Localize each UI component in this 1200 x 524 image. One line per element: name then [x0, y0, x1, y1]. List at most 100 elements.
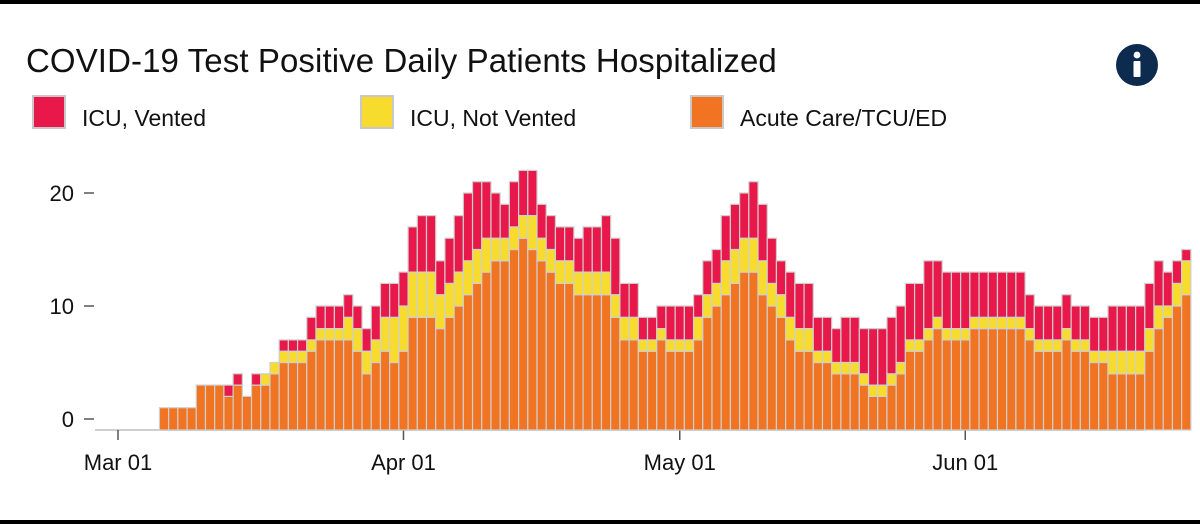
legend-label-acute-care: Acute Care/TCU/ED	[740, 105, 948, 131]
bar-segment-acute-care-tcu-ed	[1162, 316, 1174, 431]
bar-segment-acute-care-tcu-ed	[389, 361, 400, 431]
bar-segment-icu-not-vented	[886, 373, 897, 386]
bar-segment-icu-not-vented	[960, 328, 971, 341]
bar-segment-icu-not-vented	[407, 271, 418, 318]
bar-segment-acute-care-tcu-ed	[1116, 373, 1127, 431]
bar-segment-acute-care-tcu-ed	[260, 384, 271, 431]
bar-segment-acute-care-tcu-ed	[628, 339, 639, 431]
bar-segment-icu-not-vented	[729, 248, 741, 285]
bar-segment-icu-not-vented	[711, 282, 722, 307]
bar-segment-icu-not-vented	[1024, 328, 1035, 341]
bar-segment-icu-not-vented	[821, 350, 833, 364]
bar-segment-icu-not-vented	[904, 339, 916, 352]
bar-segment-icu-vented	[849, 316, 860, 364]
bar-segment-acute-care-tcu-ed	[978, 328, 989, 431]
bar-segment-icu-vented	[978, 271, 989, 318]
bar-segment-icu-vented	[1153, 260, 1164, 307]
bar-segment-acute-care-tcu-ed	[886, 384, 897, 431]
bar-segment-icu-not-vented	[702, 294, 713, 318]
bar-segment-acute-care-tcu-ed	[453, 305, 464, 431]
bar-segment-icu-vented	[315, 305, 326, 330]
bar-segment-icu-vented	[867, 328, 879, 386]
legend-label-icu-not-vented: ICU, Not Vented	[410, 105, 577, 131]
bar-segment-acute-care-tcu-ed	[610, 316, 621, 431]
bar-segment-icu-vented	[379, 282, 391, 318]
bar-segment-icu-not-vented	[591, 271, 603, 296]
bar-segment-icu-not-vented	[1052, 339, 1063, 352]
bar-segment-icu-not-vented	[739, 237, 750, 273]
bar-segment-acute-care-tcu-ed	[785, 339, 796, 431]
bar-segment-icu-vented	[1116, 305, 1127, 352]
bar-segment-acute-care-tcu-ed	[766, 305, 778, 431]
bar-segment-acute-care-tcu-ed	[913, 350, 925, 431]
bar-segment-icu-vented	[950, 271, 962, 330]
bar-segment-icu-vented	[628, 282, 639, 318]
bar-segment-icu-vented	[287, 339, 299, 352]
bar-segment-acute-care-tcu-ed	[1144, 350, 1155, 431]
bar-segment-icu-vented	[665, 305, 676, 341]
bar-segment-acute-care-tcu-ed	[1042, 350, 1054, 431]
bar-segment-icu-not-vented	[646, 339, 658, 352]
bar-segment-icu-vented	[591, 226, 603, 273]
bar-segment-icu-vented	[1098, 316, 1109, 352]
bar-segment-acute-care-tcu-ed	[646, 350, 658, 431]
x-tick-label: May 01	[644, 450, 716, 475]
bar-segment-icu-vented	[794, 282, 805, 330]
bar-segment-icu-not-vented	[425, 271, 437, 318]
bar-segment-icu-vented	[729, 203, 741, 251]
bar-segment-icu-vented	[1162, 271, 1174, 307]
bar-segment-icu-vented	[435, 260, 446, 296]
bar-segment-icu-vented	[1079, 305, 1091, 341]
bar-segment-icu-not-vented	[840, 361, 851, 375]
bar-segment-icu-not-vented	[462, 260, 474, 296]
bar-segment-icu-vented	[1125, 305, 1137, 352]
bar-segment-acute-care-tcu-ed	[821, 361, 833, 431]
bar-segment-acute-care-tcu-ed	[177, 407, 188, 431]
bar-segment-acute-care-tcu-ed	[1079, 350, 1091, 431]
bar-segment-icu-vented	[343, 294, 354, 318]
bar-segment-acute-care-tcu-ed	[1098, 361, 1109, 431]
bar-segment-icu-vented	[1144, 282, 1155, 330]
bar-segment-icu-vented	[361, 328, 372, 352]
bar-segment-acute-care-tcu-ed	[158, 407, 170, 431]
bar-segment-acute-care-tcu-ed	[564, 282, 575, 431]
bar-segment-icu-not-vented	[1042, 339, 1054, 352]
bar-segment-icu-not-vented	[536, 237, 547, 262]
bar-segment-icu-not-vented	[499, 237, 510, 262]
bar-segment-acute-care-tcu-ed	[1153, 328, 1164, 431]
bar-segment-icu-vented	[600, 215, 612, 273]
bar-segment-acute-care-tcu-ed	[849, 373, 860, 431]
bar-segment-icu-vented	[545, 215, 557, 251]
bar-segment-icu-vented	[1135, 305, 1146, 352]
bar-segment-icu-not-vented	[444, 282, 455, 318]
bar-segment-acute-care-tcu-ed	[1061, 339, 1072, 431]
bar-segment-icu-vented	[1006, 271, 1017, 318]
bar-segment-icu-vented	[554, 226, 566, 262]
bar-segment-icu-vented	[923, 260, 934, 330]
bar-segment-icu-vented	[766, 237, 778, 284]
bar-segment-acute-care-tcu-ed	[932, 328, 943, 431]
bar-segment-icu-vented	[398, 271, 409, 307]
bar-segment-icu-not-vented	[996, 316, 1008, 330]
bar-segment-acute-care-tcu-ed	[692, 339, 704, 431]
legend-swatch-acute-care	[690, 95, 724, 129]
bar-segment-icu-not-vented	[1088, 350, 1100, 364]
bar-segment-icu-not-vented	[775, 294, 787, 318]
bar-segment-acute-care-tcu-ed	[241, 395, 253, 431]
bar-segment-acute-care-tcu-ed	[803, 350, 814, 431]
bar-segment-acute-care-tcu-ed	[481, 271, 492, 431]
bar-segment-icu-vented	[803, 282, 814, 330]
bar-segment-icu-vented	[877, 328, 888, 386]
bar-segment-acute-care-tcu-ed	[591, 294, 603, 431]
bar-segment-icu-not-vented	[296, 350, 308, 364]
info-icon[interactable]	[1114, 42, 1160, 88]
bar-segment-icu-not-vented	[1135, 350, 1146, 375]
bar-segment-acute-care-tcu-ed	[186, 407, 197, 431]
bar-segment-acute-care-tcu-ed	[600, 294, 612, 431]
bar-segment-icu-vented	[739, 192, 750, 239]
bar-segment-icu-not-vented	[637, 339, 649, 352]
bar-segment-icu-vented	[1042, 305, 1054, 341]
bar-segment-icu-vented	[1061, 294, 1072, 330]
bar-segment-acute-care-tcu-ed	[306, 350, 317, 431]
bar-segment-acute-care-tcu-ed	[508, 248, 520, 431]
